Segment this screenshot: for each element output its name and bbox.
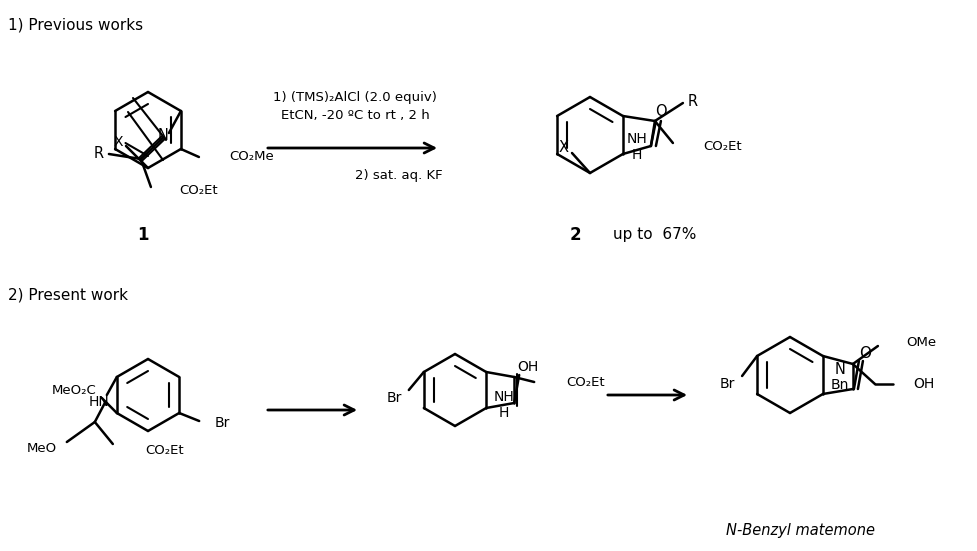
Text: X: X — [113, 135, 123, 149]
Text: N-Benzyl matemone: N-Benzyl matemone — [725, 522, 873, 537]
Text: Br: Br — [214, 416, 230, 430]
Text: OH: OH — [912, 377, 933, 391]
Text: CO₂Et: CO₂Et — [145, 444, 184, 456]
Text: CO₂Et: CO₂Et — [702, 141, 741, 154]
Text: N: N — [833, 363, 844, 377]
Text: Bn: Bn — [829, 378, 848, 392]
Text: CO₂Et: CO₂Et — [566, 376, 604, 390]
Text: 2: 2 — [569, 226, 580, 244]
Text: up to  67%: up to 67% — [613, 228, 696, 242]
Text: OMe: OMe — [905, 336, 935, 348]
Text: OH: OH — [517, 360, 538, 374]
Text: Br: Br — [719, 377, 734, 391]
Text: CO₂Me: CO₂Me — [229, 150, 274, 164]
Text: 2) sat. aq. KF: 2) sat. aq. KF — [355, 169, 443, 181]
Text: NH: NH — [493, 390, 514, 404]
Text: NH: NH — [626, 132, 647, 146]
Text: MeO: MeO — [26, 441, 57, 455]
Text: EtCN, -20 ºC to rt , 2 h: EtCN, -20 ºC to rt , 2 h — [280, 110, 429, 122]
Text: 1: 1 — [137, 226, 149, 244]
Text: HN: HN — [88, 395, 109, 409]
Text: H: H — [631, 148, 642, 162]
Text: R: R — [94, 145, 104, 160]
Text: Br: Br — [386, 391, 402, 405]
Text: N: N — [157, 127, 168, 143]
Text: O: O — [655, 104, 666, 118]
Text: 1) Previous works: 1) Previous works — [8, 18, 143, 33]
Text: R: R — [687, 94, 698, 109]
Text: CO₂Et: CO₂Et — [179, 185, 217, 197]
Text: O: O — [858, 345, 870, 360]
Text: 1) (TMS)₂AlCl (2.0 equiv): 1) (TMS)₂AlCl (2.0 equiv) — [273, 91, 437, 105]
Text: X: X — [559, 139, 569, 154]
Text: H: H — [498, 406, 509, 420]
Text: MeO₂C: MeO₂C — [52, 385, 97, 397]
Text: 2) Present work: 2) Present work — [8, 288, 128, 303]
